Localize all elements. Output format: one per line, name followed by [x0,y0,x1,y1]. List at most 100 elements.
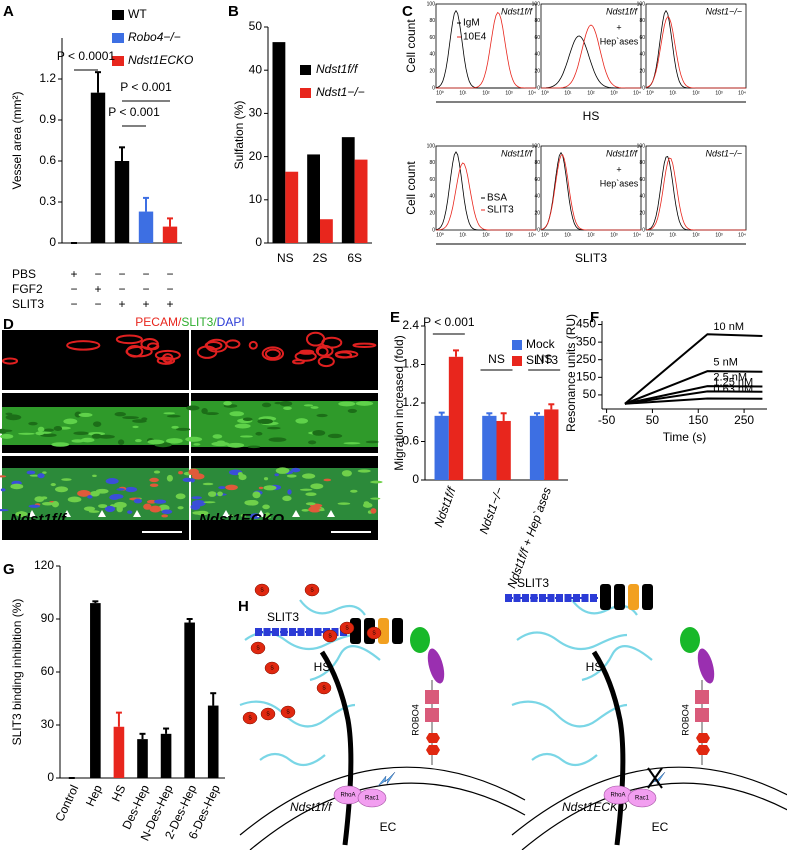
stain-red [147,342,160,351]
y-tick-label: 30 [249,106,263,120]
stain-title: PECAM/SLIT3/DAPI [135,315,244,329]
stain-texture [247,445,261,449]
sample-label: Ndst1ECKO [199,511,284,528]
legend-label: Ndst1ECKO [128,53,193,67]
sulfate [322,629,338,643]
legend-label: SLIT3 [487,205,514,216]
stain-texture [310,483,324,490]
legend-label: SLIT3 [526,353,558,367]
stain-texture [283,406,292,410]
stain-texture [312,430,326,436]
stain-texture [51,501,59,508]
annotation: P < 0.001 [423,315,475,329]
bar [285,171,299,243]
stain-texture [308,506,322,513]
stain-texture [51,442,70,447]
receptor-fn3 [695,690,709,704]
stain-texture [91,433,102,439]
stain-texture [186,405,200,411]
hist-y-tick: 20 [429,211,435,217]
y-tick-label: 1.8 [402,357,419,371]
stain-texture [26,470,36,475]
hist-y-tick: 40 [429,52,435,58]
y-tick-label: 0.6 [39,153,56,167]
stain-texture [217,491,223,497]
stain-texture [240,513,247,518]
annotation: P < 0.0001 [57,49,115,63]
stain-texture [113,501,127,509]
sulfate-label: S [286,709,290,715]
stain-texture [161,509,173,515]
stain-texture [229,411,245,417]
x-tick-label: Control [52,783,81,824]
hs-chain [511,700,628,728]
gtpase-label: Rac1 [365,796,380,802]
treatment-label: + [616,164,621,174]
stain-red [261,346,285,361]
treatment-name: PBS [12,267,36,281]
error-bar [438,411,445,416]
hist-y-tick: 20 [639,211,645,217]
bar [272,42,286,244]
x-tick-label: 2S [313,251,328,265]
stain-texture [67,496,82,503]
bar [138,211,154,243]
stain-texture [190,478,195,483]
sulfate-label: S [372,630,376,636]
annotation: P < 0.001 [108,105,160,119]
receptor-ligand-site [680,627,700,653]
x-tick-label: -50 [598,413,616,427]
gtpase-label: RhoA [340,793,355,799]
hist-y-tick: 100 [637,143,646,149]
stain-title-part: PECAM/ [135,315,182,329]
y-tick-label: 0.6 [402,434,419,448]
receptor-tm [696,745,710,755]
y-axis-label: Cell count [404,19,418,73]
hist-y-tick: 80 [429,18,435,24]
hist-x-tick: 10¹ [669,90,677,96]
y-axis-label: SLIT3 binding inhibition (%) [10,599,24,746]
histogram-frame [435,145,537,231]
histogram-frame [540,3,642,89]
stain-texture [153,499,167,504]
legend-swatch [512,340,522,350]
series-label: 2.5 nM [713,371,747,383]
stain-red [292,359,305,365]
hist-y-tick: 100 [532,143,541,149]
legend-label: BSA [487,193,507,204]
stain-texture [34,496,45,503]
stain-texture [274,473,279,477]
stain-texture [122,416,139,420]
legend-swatch [112,10,124,20]
stain-texture [370,497,381,500]
hist-y-tick: 100 [427,143,436,149]
bar [137,739,148,778]
sulfate [366,626,382,640]
line [624,385,763,405]
ligand-domain [306,628,313,636]
stain-texture [223,401,232,406]
hist-x-tick: 10¹ [459,232,467,238]
stain-texture [166,474,173,482]
bar [113,726,125,778]
stain-texture [286,474,297,478]
stain-red [334,350,359,359]
treatment-sign: − [118,267,125,281]
hist-x-tick: 10⁰ [541,90,549,96]
error-bar [210,692,217,706]
stain-texture [35,431,45,436]
stain-texture [132,425,139,429]
stain-texture [267,426,281,430]
stain-texture [185,436,203,442]
histogram-stain [436,11,536,89]
stain-texture [127,510,133,514]
stain-texture [327,433,343,439]
stain-texture [125,486,138,493]
signal-bolt [377,771,396,787]
stain-texture [97,434,115,439]
stain-texture [175,493,186,500]
legend-label: IgM [463,18,480,29]
stain-title-part: DAPI [217,315,245,329]
stain-texture [0,429,13,433]
genotype-label: Ndst1f/f [290,800,333,814]
